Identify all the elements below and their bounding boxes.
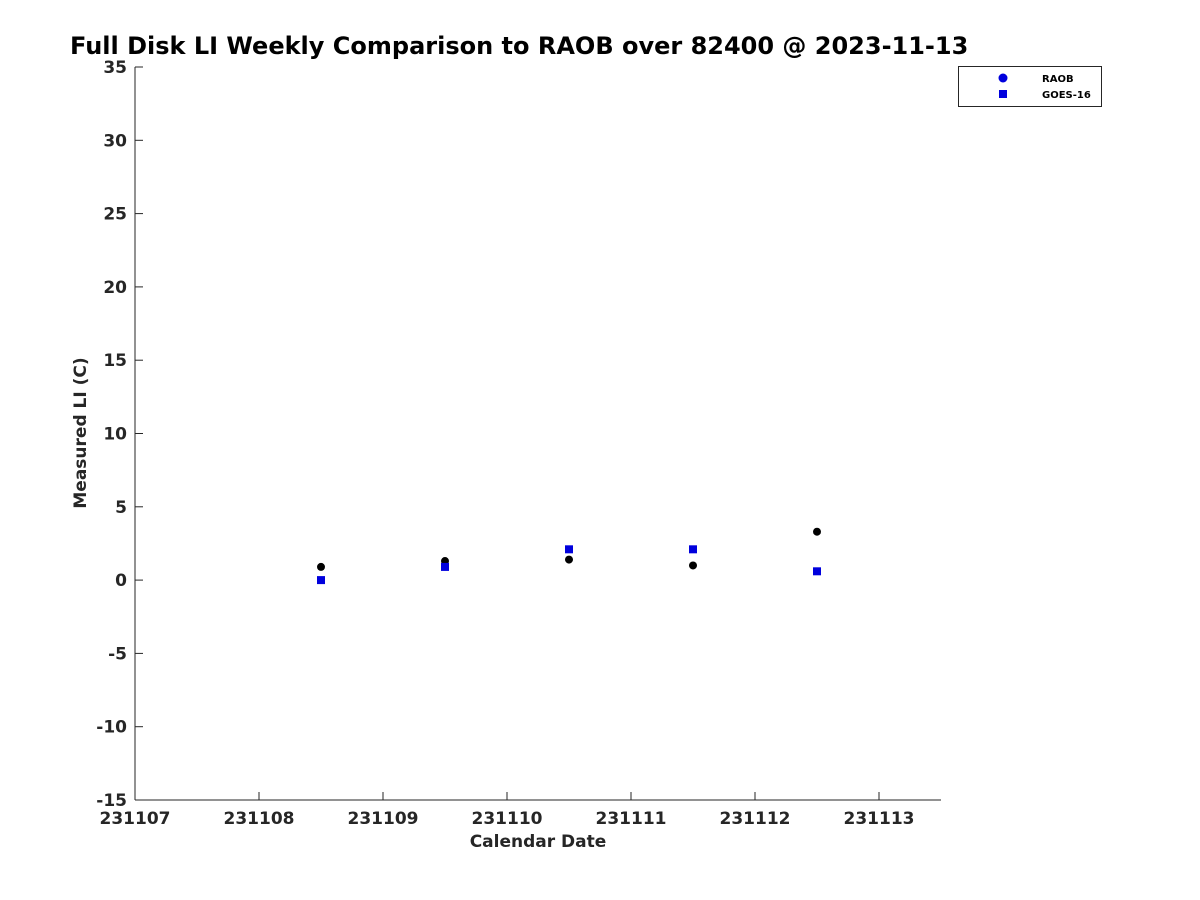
y-tick-label: -10	[96, 718, 127, 738]
y-tick-label: 20	[103, 278, 127, 298]
goes-16-point	[565, 545, 573, 554]
y-axis-label: Measured LI (C)	[71, 357, 91, 508]
x-tick-label: 231108	[224, 809, 295, 829]
raob-point	[317, 562, 325, 571]
goes-16-point	[813, 567, 821, 576]
y-tick-label: -15	[96, 791, 127, 811]
x-tick-label: 231111	[596, 809, 667, 829]
goes-16-point	[317, 576, 325, 585]
goes-16-point	[441, 562, 449, 571]
legend-raob-label: RAOB	[1042, 74, 1074, 85]
goes-16-point	[689, 545, 697, 554]
raob-point	[565, 555, 573, 564]
data-points	[317, 527, 821, 585]
legend: RAOB GOES-16	[958, 66, 1102, 107]
raob-point	[689, 561, 697, 570]
x-tick-label: 231109	[348, 809, 419, 829]
legend-raob-marker	[998, 73, 1008, 83]
x-tick-label: 231107	[100, 809, 171, 829]
plot-axes	[134, 67, 941, 801]
x-axis-label: Calendar Date	[470, 832, 607, 852]
y-tick-label: 15	[103, 351, 127, 371]
legend-goes-label: GOES-16	[1042, 90, 1091, 101]
y-tick-label: 35	[103, 58, 127, 78]
y-tick-label: 5	[115, 498, 127, 518]
raob-point	[813, 527, 821, 536]
legend-goes-marker	[999, 90, 1007, 98]
y-tick-label: 0	[115, 571, 127, 591]
y-tick-label: -5	[108, 644, 127, 664]
x-ticks: 231107 231108 231109 231110 231111 231112 2311…	[100, 792, 915, 829]
x-tick-label: 231110	[472, 809, 543, 829]
legend-box	[958, 66, 1102, 107]
y-ticks: 35 30 25 20 15 10 5 0 -5 -10 -15	[96, 58, 143, 811]
chart-title: Full Disk LI Weekly Comparison to RAOB o…	[70, 32, 968, 60]
y-tick-label: 30	[103, 131, 127, 151]
x-tick-label: 231112	[720, 809, 791, 829]
y-tick-label: 10	[103, 425, 127, 445]
y-tick-label: 25	[103, 205, 127, 225]
x-tick-label: 231113	[844, 809, 915, 829]
